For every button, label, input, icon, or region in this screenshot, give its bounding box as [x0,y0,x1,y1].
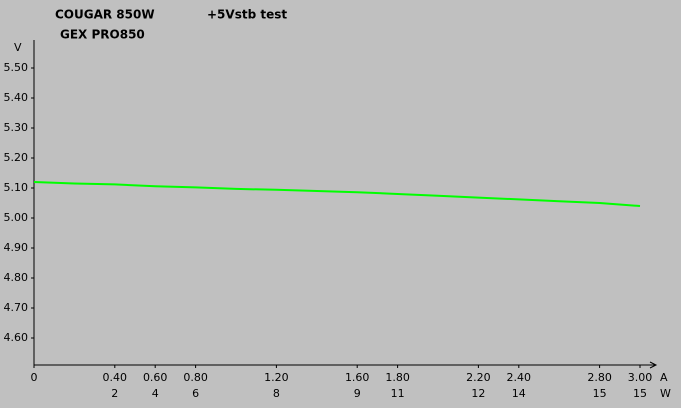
x2-tick-label: 8 [273,387,280,400]
line [33,181,641,207]
x-tick-label: 0 [31,371,38,384]
x-tick-label: 2.40 [507,371,532,384]
x-tick-label: 0.60 [143,371,168,384]
x2-tick-label: 6 [192,387,199,400]
x2-tick-label: 11 [391,387,405,400]
y-tick-label: 5.30 [4,121,29,134]
y-tick-label: 4.90 [4,241,29,254]
y-tick-label: 5.20 [4,151,29,164]
x2-tick-label: 4 [152,387,159,400]
x-tick-label: 0.40 [103,371,128,384]
x2-tick-label: 2 [111,387,118,400]
y-tick-label: 4.80 [4,271,29,284]
x2-tick-label: 12 [471,387,485,400]
x-tick-label: 1.20 [264,371,289,384]
y-tick-label: 5.10 [4,181,29,194]
x-tick-label: 2.20 [466,371,491,384]
y-tick-label: 4.60 [4,331,29,344]
chart-title: +5Vstb test [207,8,287,22]
y-tick-label: 5.00 [4,211,29,224]
x-arrow [649,361,658,369]
x2-tick-label: 15 [633,387,647,400]
x2-tick-label: 9 [354,387,361,400]
x-unit: A [660,371,668,384]
y-tick-label: 4.70 [4,301,29,314]
y-tick-label: 5.50 [4,61,29,74]
x-tick-label: 3.00 [628,371,653,384]
x-tick-label: 2.80 [587,371,612,384]
submodel: GEX PRO850 [60,28,145,42]
x2-tick-label: 14 [512,387,526,400]
x2-tick-label: 15 [593,387,607,400]
model: COUGAR 850W [55,8,155,22]
x-tick-label: 1.60 [345,371,370,384]
x-tick-label: 1.80 [385,371,410,384]
y-unit: V [14,41,22,54]
y-tick-label: 5.40 [4,91,29,104]
x-tick-label: 0.80 [183,371,208,384]
x2-unit: W [660,387,671,400]
